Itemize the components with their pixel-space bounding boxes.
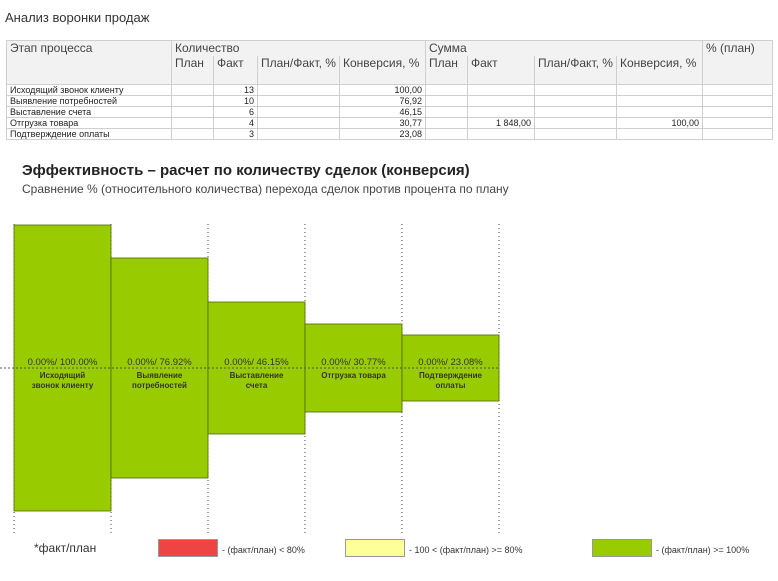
cell-percent-plan (702, 106, 773, 118)
header-sum-conversion: Конверсия, % (616, 56, 703, 85)
chart-heading: Эффективность – расчет по количеству сде… (22, 162, 470, 179)
cell-sum-conversion: 100,00 (616, 117, 703, 129)
legend-swatch-red (158, 539, 218, 557)
category-label: Подтверждение оплаты (419, 371, 483, 390)
header-sum-plan: План (425, 56, 468, 85)
cell-qty-fact: 10 (213, 95, 258, 107)
cell-qty-conversion: 46,15 (339, 106, 426, 118)
cell-percent-plan (702, 84, 773, 96)
header-sum: Сумма (425, 40, 703, 56)
data-label: 0.00%/ 46.15% (224, 357, 289, 368)
category-label: Исходящий звонок клиенту (32, 371, 94, 390)
cell-sum-plan (425, 117, 468, 129)
header-sum-fact: Факт (467, 56, 535, 85)
cell-qty-fact: 4 (213, 117, 258, 129)
cell-qty-fact: 13 (213, 84, 258, 96)
legend-note: *факт/план (34, 541, 97, 555)
legend-swatch-yellow (345, 539, 405, 557)
cell-sum-plan (425, 128, 468, 140)
cell-sum-plan-fact (534, 106, 617, 118)
table-row: Выставление счета 6 46,15 (6, 106, 773, 118)
category-label: Выставление счета (230, 371, 284, 390)
table-row: Подтверждение оплаты 3 23,08 (6, 128, 773, 140)
header-row-groups: Этап процесса Количество Сумма % (план) (6, 40, 773, 85)
funnel-chart: 0.00%/ 100.00% Исходящий звонок клиенту 0.0… (0, 224, 500, 535)
cell-qty-plan-fact (257, 106, 340, 118)
cell-percent-plan (702, 95, 773, 107)
cell-sum-conversion (616, 95, 703, 107)
cell-qty-plan-fact (257, 128, 340, 140)
legend-label-80-100: - 100 < (факт/план) >= 80% (409, 545, 523, 555)
funnel-bar (110, 257, 209, 479)
cell-sum-conversion (616, 84, 703, 96)
cell-qty-plan (171, 95, 214, 107)
cell-sum-plan (425, 95, 468, 107)
cell-stage: Выставление счета (6, 106, 172, 118)
cell-sum-plan-fact (534, 128, 617, 140)
cell-qty-conversion: 76,92 (339, 95, 426, 107)
cell-qty-plan-fact (257, 95, 340, 107)
table-row: Отгрузка товара 4 30,77 1 848,00 100,00 (6, 117, 773, 129)
cell-qty-fact: 6 (213, 106, 258, 118)
header-percent-plan: % (план) (702, 40, 773, 85)
cell-sum-plan (425, 84, 468, 96)
cell-sum-plan-fact (534, 95, 617, 107)
cell-qty-conversion: 100,00 (339, 84, 426, 96)
header-qty-conversion: Конверсия, % (339, 56, 426, 85)
cell-stage: Подтверждение оплаты (6, 128, 172, 140)
header-empty (6, 56, 172, 85)
funnel-bar (401, 334, 500, 402)
cell-qty-plan (171, 84, 214, 96)
legend-label-below-80: - (факт/план) < 80% (222, 545, 305, 555)
header-stage: Этап процесса (6, 40, 172, 56)
cell-qty-plan (171, 106, 214, 118)
header-quantity: Количество (171, 40, 426, 56)
cell-sum-plan (425, 106, 468, 118)
cell-sum-fact (467, 84, 535, 96)
header-qty-plan: План (171, 56, 214, 85)
cell-sum-plan-fact (534, 84, 617, 96)
data-label: 0.00%/ 30.77% (321, 357, 386, 368)
category-label: Выявление потребностей (132, 371, 187, 390)
cell-stage: Исходящий звонок клиенту (6, 84, 172, 96)
data-label: 0.00%/ 100.00% (28, 357, 98, 368)
cell-qty-plan-fact (257, 117, 340, 129)
cell-qty-plan-fact (257, 84, 340, 96)
funnel-bar (13, 224, 112, 512)
data-label: 0.00%/ 76.92% (127, 357, 192, 368)
cell-qty-conversion: 30,77 (339, 117, 426, 129)
cell-sum-fact (467, 128, 535, 140)
funnel-report-table: Этап процесса Количество Сумма % (план) … (6, 40, 773, 140)
chart-subheading: Сравнение % (относительного количества) … (22, 182, 509, 196)
legend: *факт/план - (факт/план) < 80% - 100 < (… (0, 536, 778, 566)
cell-qty-conversion: 23,08 (339, 128, 426, 140)
page-title: Анализ воронки продаж (5, 10, 150, 25)
table-row: Выявление потребностей 10 76,92 (6, 95, 773, 107)
cell-sum-plan-fact (534, 117, 617, 129)
cell-qty-plan (171, 117, 214, 129)
legend-swatch-green (592, 539, 652, 557)
cell-sum-fact: 1 848,00 (467, 117, 535, 129)
category-label: Отгрузка товара (321, 371, 386, 380)
header-sum-plan-fact: План/Факт, % (534, 56, 617, 85)
cell-sum-conversion (616, 128, 703, 140)
legend-label-above-100: - (факт/план) >= 100% (656, 545, 750, 555)
cell-sum-fact (467, 95, 535, 107)
cell-stage: Выявление потребностей (6, 95, 172, 107)
table-row: Исходящий звонок клиенту 13 100,00 (6, 84, 773, 96)
cell-sum-fact (467, 106, 535, 118)
cell-percent-plan (702, 128, 773, 140)
cell-percent-plan (702, 117, 773, 129)
header-row-columns: План Факт План/Факт, % Конверсия, % План… (6, 56, 773, 85)
cell-qty-plan (171, 128, 214, 140)
cell-stage: Отгрузка товара (6, 117, 172, 129)
cell-qty-fact: 3 (213, 128, 258, 140)
data-label: 0.00%/ 23.08% (418, 357, 483, 368)
header-qty-fact: Факт (213, 56, 258, 85)
cell-sum-conversion (616, 106, 703, 118)
header-qty-plan-fact: План/Факт, % (257, 56, 340, 85)
